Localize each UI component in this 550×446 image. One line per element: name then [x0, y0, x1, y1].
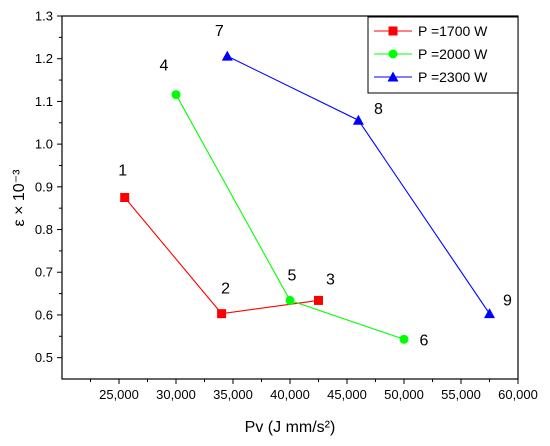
point-label: 3 — [326, 271, 335, 288]
point-label: 6 — [420, 332, 429, 349]
circle-marker — [388, 49, 398, 59]
x-tick-label: 30,000 — [156, 387, 196, 402]
triangle-marker — [352, 114, 364, 125]
point-labels: 1 2 3 4 5 6 7 8 9 — [118, 23, 512, 349]
point-label: 8 — [374, 101, 383, 118]
point-label: 1 — [118, 163, 127, 180]
y-tick-label: 1.1 — [35, 94, 53, 109]
x-tick-label: 40,000 — [270, 387, 310, 402]
y-axis-title: ε × 10⁻³ — [11, 169, 28, 227]
x-tick-label: 45,000 — [327, 387, 367, 402]
x-tick-label: 35,000 — [213, 387, 253, 402]
y-tick-label: 0.7 — [35, 265, 53, 280]
triangle-marker — [484, 308, 495, 319]
point-label: 2 — [221, 281, 230, 298]
series-markers — [120, 50, 495, 344]
square-marker — [120, 193, 130, 202]
point-label: 4 — [160, 58, 169, 75]
triangle-marker — [221, 50, 233, 61]
circle-marker — [285, 295, 295, 305]
x-axis-title: Pv (J mm/s²) — [245, 419, 336, 436]
y-tick-label: 0.6 — [35, 307, 53, 322]
legend: P =1700 W P =2000 W P =2300 W — [367, 16, 519, 94]
legend-label: P =2000 W — [418, 46, 488, 62]
point-label: 7 — [215, 23, 224, 40]
x-tick-label: 50,000 — [384, 387, 424, 402]
square-marker — [217, 309, 227, 319]
legend-label: P =1700 W — [418, 23, 488, 39]
x-tick-label: 55,000 — [441, 387, 481, 402]
x-tick-label: 25,000 — [99, 387, 139, 402]
axes: 25,000 30,000 35,000 40,000 45,000 50,000 55,0… — [35, 9, 538, 403]
y-tick-label: 0.8 — [35, 222, 53, 237]
legend-label: P =2300 W — [418, 69, 488, 85]
y-tick-label: 1.3 — [35, 9, 53, 24]
circle-marker — [171, 90, 181, 100]
triangle-marker — [387, 71, 399, 82]
circle-marker — [399, 334, 409, 344]
point-label: 9 — [503, 293, 512, 310]
point-label: 5 — [288, 267, 297, 284]
y-tick-label: 1.0 — [35, 137, 53, 152]
square-marker — [314, 295, 323, 305]
y-tick-label: 1.2 — [35, 51, 53, 66]
y-tick-label: 0.5 — [35, 350, 53, 365]
y-tick-label: 0.9 — [35, 179, 53, 194]
square-marker — [388, 26, 398, 36]
x-tick-label: 60,000 — [498, 387, 538, 402]
